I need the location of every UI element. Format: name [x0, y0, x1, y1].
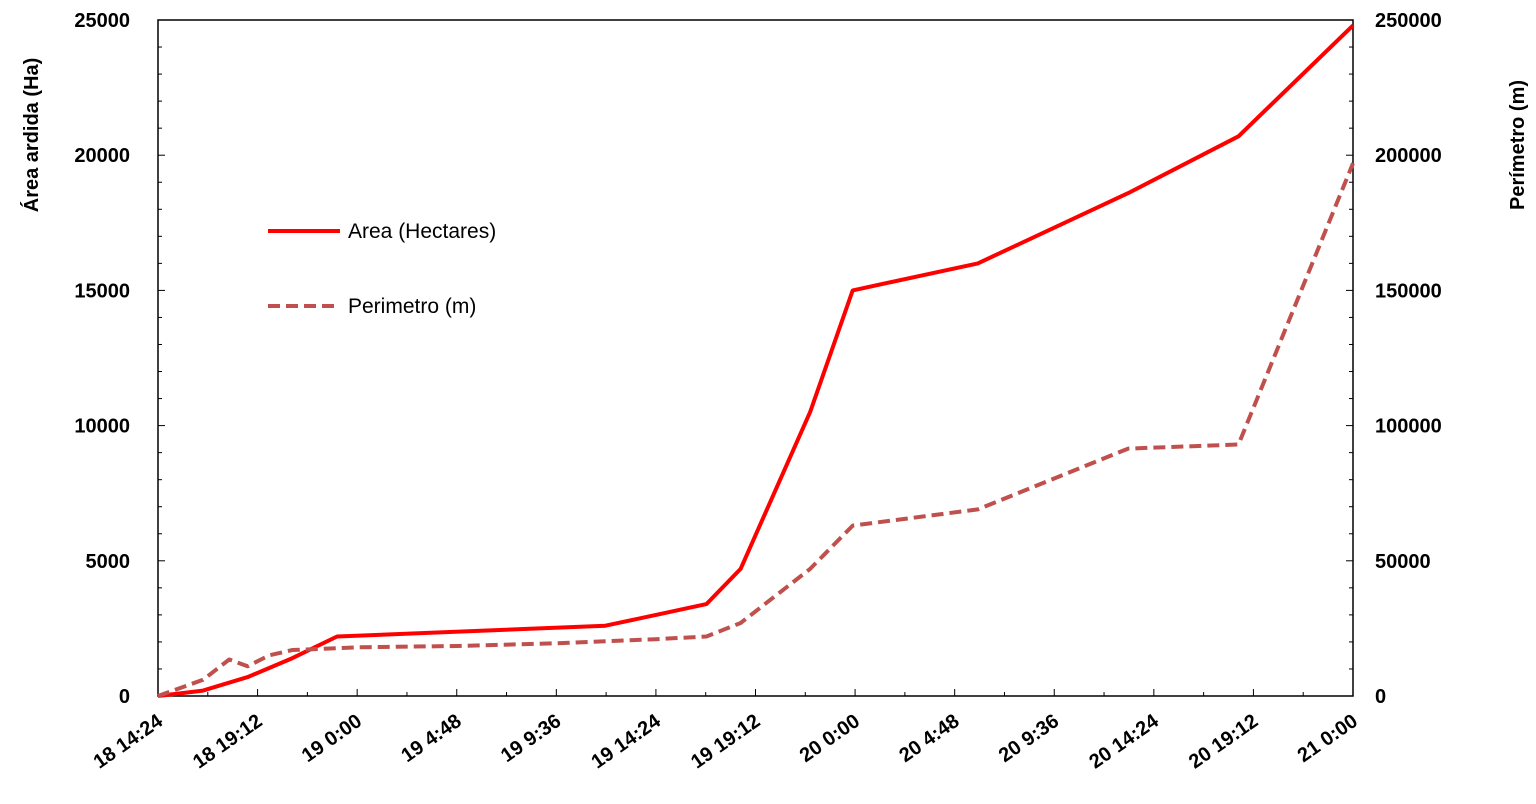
left-y-tick-label: 0	[119, 686, 130, 708]
left-y-tick-label: 5000	[86, 551, 131, 573]
right-y-axis-title: Perímetro (m)	[1507, 80, 1529, 210]
right-y-tick-label: 250000	[1375, 10, 1442, 32]
right-y-tick-label: 50000	[1375, 551, 1431, 573]
series-line-area	[157, 23, 1355, 698]
right-y-tick-label: 100000	[1375, 416, 1442, 438]
right-y-axis: 0 50000 100000 150000 200000 250000	[1346, 10, 1442, 708]
right-y-tick-label: 200000	[1375, 145, 1442, 167]
x-tick-label: 18 14:24	[90, 710, 168, 774]
x-tick-label: 19 4:48	[397, 710, 465, 767]
right-y-tick-label: 150000	[1375, 280, 1442, 302]
x-tick-label: 19 0:00	[298, 710, 366, 767]
left-y-tick-label: 15000	[74, 280, 130, 302]
x-tick-label: 18 19:12	[189, 710, 266, 773]
x-tick-label: 20 4:48	[895, 710, 963, 767]
right-y-tick-label: 0	[1375, 686, 1386, 708]
plot-area	[157, 19, 1354, 697]
left-y-axis: 0 5000 10000 15000 20000 25000	[74, 10, 165, 708]
left-y-tick-label: 20000	[74, 145, 130, 167]
left-y-tick-label: 10000	[74, 416, 130, 438]
series-line-perimetro	[157, 162, 1355, 698]
x-tick-label: 20 0:00	[796, 710, 864, 767]
legend-label-perimetro: Perimetro (m)	[348, 295, 476, 318]
left-y-axis-title: Área ardida (Ha)	[20, 58, 43, 213]
legend-label-area: Area (Hectares)	[348, 220, 496, 243]
x-axis: 18 14:24 18 19:12 19 0:00 19 4:48 19 9:36 19 …	[90, 689, 1362, 773]
x-tick-label: 19 19:12	[687, 710, 764, 773]
x-tick-label: 19 9:36	[497, 710, 565, 767]
x-tick-label: 19 14:24	[587, 710, 665, 774]
x-tick-label: 21 0:00	[1294, 710, 1362, 767]
left-y-tick-label: 25000	[74, 10, 130, 32]
x-tick-label: 20 14:24	[1085, 710, 1163, 774]
legend: Area (Hectares) Perimetro (m)	[268, 220, 496, 318]
series-layer	[157, 23, 1355, 698]
x-tick-label: 20 9:36	[995, 710, 1063, 767]
x-tick-label: 20 19:12	[1185, 710, 1262, 773]
